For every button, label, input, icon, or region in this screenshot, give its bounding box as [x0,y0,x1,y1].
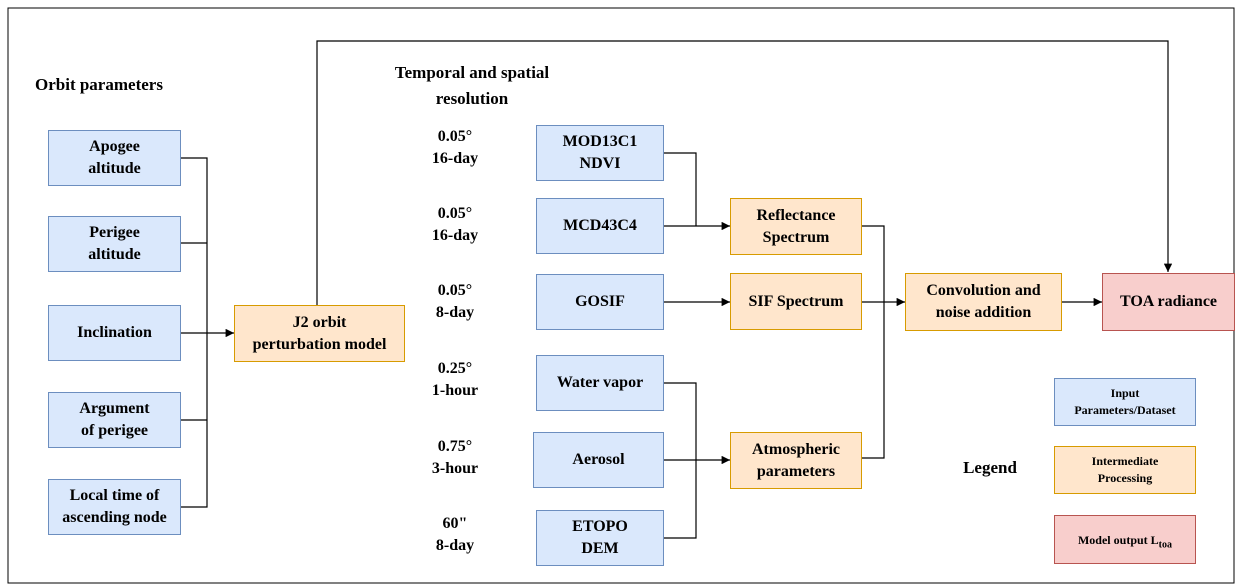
text-line: GOSIF [575,293,625,310]
text-line: altitude [88,246,141,263]
text-line: 0.05° [437,128,473,145]
legend-item: Input Parameters/Dataset [1054,378,1196,426]
resolution-label: 0.75° 3-hour [410,436,500,480]
orbit-parameter: Inclination [48,305,181,361]
text-line: Aerosol [572,451,625,468]
text-line: NDVI [579,155,621,172]
legend-text: Model output L [1077,533,1159,547]
process-node: J2 orbit perturbation model [234,305,405,362]
text-line: Inclination [77,324,152,341]
legend-item: Intermediate Processing [1054,446,1196,494]
orbit-parameter: Perigee altitude [48,216,181,272]
resolution-label: 60" 8-day [410,513,500,557]
text-line: 0.05° [437,282,473,299]
process-node: Reflectance Spectrum [730,198,862,255]
text-line: MCD43C4 [563,217,637,234]
dataset-node: GOSIF [536,274,664,330]
text-line: Water vapor [556,374,644,391]
text-line: Perigee [89,224,140,241]
text-line: 16-day [431,227,479,244]
text-line: Apogee [89,138,140,155]
text-line: 60" [442,515,468,532]
dataset-node: MCD43C4 [536,198,664,254]
text-line: ETOPO [572,518,628,535]
resolution-label: 0.05° 16-day [410,126,500,170]
text-line: J2 orbit [292,313,347,331]
edge [664,152,697,226]
dataset-node: ETOPO DEM [536,510,664,566]
text-line: 16-day [431,150,479,167]
text-line: perturbation model [252,335,387,353]
text-line: Convolution and [926,282,1041,299]
text-line: ascending node [62,509,167,526]
legend-subscript: toa [1158,539,1173,551]
edge [316,40,1173,305]
text-line: Intermediate [1091,454,1159,468]
text-line: Reflectance [756,206,836,224]
text-line: Temporal and spatial [394,63,550,82]
text-line: altitude [88,160,141,177]
orbit-parameter: Apogee altitude [48,130,181,186]
text-line: 8-day [435,304,475,321]
text-line: Input [1110,386,1140,400]
edge [862,225,885,459]
resolution-label: 0.05° 8-day [410,280,500,324]
process-node: Convolution and noise addition [905,273,1062,331]
text-line: Argument [79,400,150,417]
section-title: Temporal and spatial resolution [352,60,592,112]
text-line: of perigee [80,422,149,439]
process-node: Atmospheric parameters [730,432,862,489]
text-line: SIF Spectrum [748,292,844,310]
text-line: parameters [756,462,836,480]
text-line: 8-day [435,537,475,554]
output-node: TOA radiance [1102,273,1235,331]
text-line: 0.25° [437,360,473,377]
text-line: Spectrum [762,228,830,246]
text-line: Atmospheric [752,440,840,458]
dataset-node: Water vapor [536,355,664,411]
orbit-parameter: Argument of perigee [48,392,181,448]
text-line: TOA radiance [1119,293,1218,310]
text-line: resolution [435,89,509,108]
process-node: SIF Spectrum [730,273,862,330]
edge [181,242,207,421]
legend-item: Model output Ltoa [1054,515,1196,564]
dataset-node: Aerosol [533,432,664,488]
section-title: Orbit parameters [35,75,163,94]
text-line: DEM [581,540,619,557]
dataset-node: MOD13C1 NDVI [536,125,664,181]
text-line: 3-hour [431,460,479,477]
text-line: Local time of [69,487,160,504]
text-line: Parameters/Dataset [1074,403,1176,417]
text-line: 0.05° [437,205,473,222]
text-line: noise addition [935,304,1032,321]
text-line: 0.75° [437,438,473,455]
edges [181,40,1173,539]
legend-title: Legend [963,458,1017,477]
text-line: 1-hour [431,382,479,399]
text-line: Processing [1097,471,1153,485]
orbit-parameter: Local time of ascending node [48,479,181,535]
resolution-label: 0.05° 16-day [410,203,500,247]
text-line: MOD13C1 [562,133,638,150]
resolution-label: 0.25° 1-hour [410,358,500,402]
